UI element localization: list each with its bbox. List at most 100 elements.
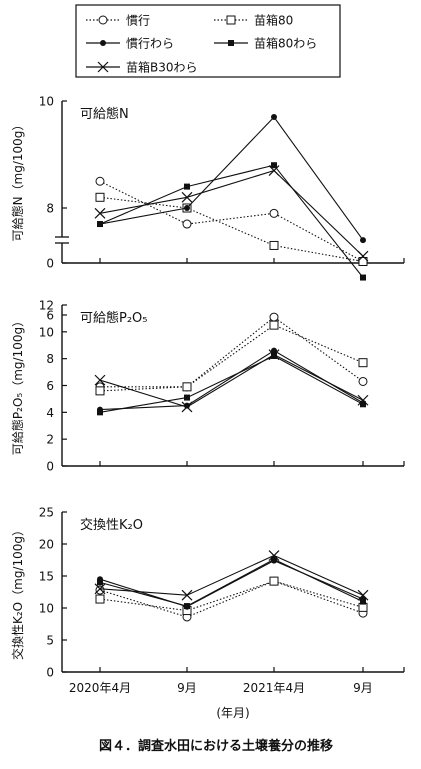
y-tick-label: 20 xyxy=(39,538,54,552)
data-point xyxy=(357,589,369,601)
y-axis-title: 可給態P₂O₅（mg/100g） xyxy=(10,315,25,455)
data-point xyxy=(271,347,277,354)
data-point xyxy=(269,312,279,322)
series-line xyxy=(99,116,364,241)
data-point xyxy=(97,221,103,228)
data-point xyxy=(184,402,190,409)
data-point xyxy=(95,386,105,396)
axis-break-gap xyxy=(56,237,68,243)
legend-marker xyxy=(100,40,106,46)
y-tick-label: 25 xyxy=(39,506,54,520)
series-line xyxy=(99,353,364,408)
series-line xyxy=(99,180,364,262)
legend-label: 慣行 xyxy=(126,13,150,28)
data-point xyxy=(94,583,106,595)
x-tick-label: 2021年4月 xyxy=(243,681,305,695)
legend-label: 苗箱80 xyxy=(254,13,293,28)
series-4 xyxy=(97,556,366,610)
data-point xyxy=(271,114,277,121)
data-point xyxy=(97,409,103,416)
legend-label: 苗箱B30わら xyxy=(126,60,198,75)
y-tick-label: 2 xyxy=(46,433,54,447)
panel-title: 可給態P₂O₅ xyxy=(80,310,148,326)
data-point xyxy=(269,240,279,250)
series-2 xyxy=(95,192,368,266)
y-tick-label: 6 xyxy=(46,379,54,393)
series-line xyxy=(99,580,364,618)
data-point xyxy=(184,205,190,211)
series-5 xyxy=(94,349,369,413)
series-5 xyxy=(94,550,369,601)
data-point xyxy=(95,192,105,202)
data-point xyxy=(358,358,368,368)
data-point xyxy=(94,207,106,219)
data-point xyxy=(95,594,105,604)
data-point xyxy=(271,352,277,359)
data-point xyxy=(184,603,190,610)
x-axis-title: (年月) xyxy=(216,706,249,720)
legend-marker xyxy=(228,40,234,46)
panel-phosphate: 0 2 4 6 8 10 12 可給態P₂O₅（mg/100g） 可給態P₂O₅ xyxy=(10,299,405,474)
y-tick-label: 0 xyxy=(46,666,54,680)
x-axis-labels: 2020年4月 9月 2021年4月 9月 xyxy=(69,681,373,695)
data-point xyxy=(181,401,193,413)
series-line xyxy=(99,580,364,612)
legend-entry: 苗箱80 xyxy=(214,13,293,28)
legend-marker xyxy=(226,15,236,25)
legend-entry: 苗箱B30わら xyxy=(86,60,198,75)
series-line xyxy=(99,349,364,411)
y-tick-label: 5 xyxy=(46,634,54,648)
x-tick-label: 2020年4月 xyxy=(69,681,131,695)
legend-label: 苗箱80わら xyxy=(254,36,317,51)
x-tick-label: 9月 xyxy=(177,681,197,695)
legend-entry: 慣行わら xyxy=(86,36,174,51)
data-point xyxy=(271,556,277,563)
data-point xyxy=(95,585,105,595)
data-point xyxy=(271,162,277,169)
series-line xyxy=(99,196,364,263)
data-point xyxy=(357,250,369,262)
series-line xyxy=(100,316,364,388)
data-point xyxy=(181,589,193,601)
panel-title: 交換性K₂O xyxy=(80,517,143,533)
data-point xyxy=(268,165,280,176)
y-tick-label: 10 xyxy=(39,95,54,109)
data-point xyxy=(360,401,366,408)
legend-label: 慣行わら xyxy=(126,36,174,51)
y-tick-label: 6 xyxy=(46,309,54,323)
series-2 xyxy=(95,576,368,616)
series-4 xyxy=(97,352,366,416)
series-line xyxy=(99,169,364,257)
y-tick-label: 4 xyxy=(46,406,54,420)
series-5 xyxy=(94,165,369,262)
data-point xyxy=(182,219,192,229)
series-3 xyxy=(97,347,366,413)
legend-entry: 慣行 xyxy=(86,13,150,28)
panel-nitrogen: 0 6 8 10 可給態N（mg/100g） 可給態N xyxy=(10,95,405,323)
data-point xyxy=(269,576,279,586)
data-point xyxy=(269,208,279,218)
data-point xyxy=(360,598,366,605)
data-point xyxy=(268,550,280,561)
y-tick-label: 10 xyxy=(39,325,54,339)
data-point xyxy=(184,394,190,401)
series-line xyxy=(99,559,364,608)
series-line xyxy=(99,324,364,392)
data-point xyxy=(358,376,368,386)
panel-potassium: 0 5 10 15 20 25 交換性K₂O（mg/100g） 交換性K₂O xyxy=(10,506,405,680)
series-line xyxy=(99,558,364,607)
panel-title: 可給態N xyxy=(80,106,129,122)
series-line xyxy=(99,554,364,596)
y-tick-label: 8 xyxy=(46,352,54,366)
data-point xyxy=(95,176,105,186)
data-point xyxy=(360,237,366,244)
series-3 xyxy=(97,114,366,244)
data-point xyxy=(358,257,368,266)
y-tick-label: 10 xyxy=(39,602,54,616)
y-tick-label: 12 xyxy=(39,299,54,313)
data-point xyxy=(268,349,280,361)
data-point xyxy=(360,274,366,281)
y-tick-label: 8 xyxy=(46,202,54,216)
